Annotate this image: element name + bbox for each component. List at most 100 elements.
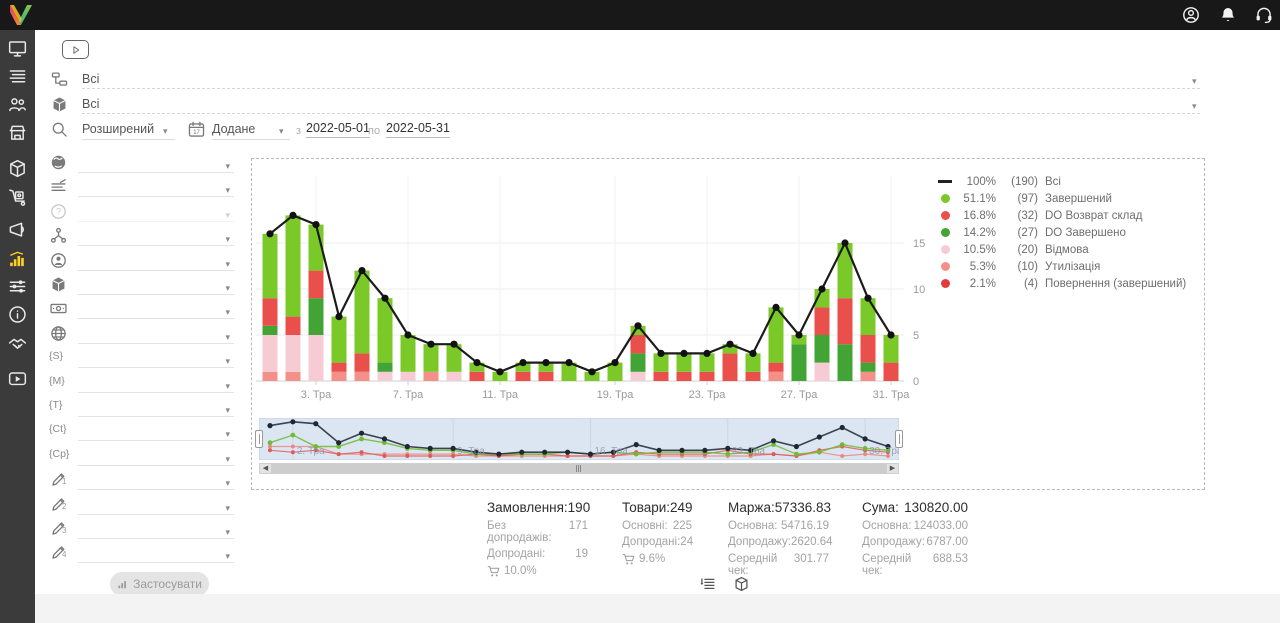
legend-swatch xyxy=(938,194,952,203)
pen-icon xyxy=(50,544,67,561)
sidebar-item-marketing[interactable] xyxy=(8,220,27,239)
filter-row-pen3[interactable]: 3 ▾ xyxy=(48,517,238,541)
bar-segment xyxy=(377,298,393,363)
bar-segment xyxy=(814,335,830,363)
app-logo[interactable] xyxy=(8,2,34,28)
filter-row-globe[interactable]: ▾ xyxy=(48,151,238,175)
bar-segment xyxy=(377,362,393,372)
sidebar-item-supply[interactable] xyxy=(8,188,27,207)
total-point xyxy=(864,294,872,302)
date-from-label: з xyxy=(296,125,302,137)
apply-button[interactable]: Застосувати xyxy=(110,572,209,596)
chevron-down-icon: ▾ xyxy=(225,307,230,318)
sidebar-item-analytics[interactable] xyxy=(8,250,27,269)
bar-segment xyxy=(814,362,830,381)
date-from-input[interactable]: 2022-05-01 xyxy=(306,121,370,138)
stat-row: Допродажу: 6787.00 xyxy=(862,536,968,548)
box-view-toggle[interactable] xyxy=(733,576,750,592)
bar-segment xyxy=(308,298,324,335)
scrollbar-thumb[interactable] xyxy=(271,464,887,473)
scroll-right-arrow[interactable]: ▶ xyxy=(889,465,896,472)
total-point xyxy=(519,359,527,367)
filter-row-tag-Cp[interactable]: {Cp} ▾ xyxy=(48,444,238,468)
filter-row-tag-M[interactable]: {M} ▾ xyxy=(48,371,238,395)
scroll-left-arrow[interactable]: ◀ xyxy=(262,465,269,472)
bar-segment xyxy=(584,371,600,381)
minimap-right-handle[interactable] xyxy=(895,430,903,448)
filter-row-pen1[interactable]: 1 ▾ xyxy=(48,468,238,492)
sidebar-item-orders[interactable] xyxy=(8,67,27,86)
filter-row-person-circle[interactable]: ▾ xyxy=(48,249,238,273)
video-help-tab[interactable] xyxy=(62,40,89,59)
cart-icon xyxy=(487,565,500,578)
list-view-toggle[interactable] xyxy=(699,576,716,592)
chevron-down-icon: ▾ xyxy=(225,209,230,220)
tag-M-icon: {M} xyxy=(49,374,65,387)
filter-row-pen4[interactable]: 4 ▾ xyxy=(48,541,238,565)
bar-segment xyxy=(515,371,531,381)
bar-segment xyxy=(745,353,761,372)
stat-row: Допродажу: 2620.64 xyxy=(728,536,833,548)
svg-text:10: 10 xyxy=(913,284,925,296)
stat-row: Без допродажів: 171 xyxy=(487,519,588,544)
mini-chart-icon xyxy=(117,579,128,590)
filter-row-lines-pen[interactable]: ▾ xyxy=(48,175,238,199)
filter-row-tag-S[interactable]: {S} ▾ xyxy=(48,346,238,370)
bottom-strip xyxy=(35,594,1280,623)
chevron-down-icon: ▾ xyxy=(279,126,284,136)
filter-row-hierarchy[interactable]: ▾ xyxy=(48,224,238,248)
notifications-icon[interactable] xyxy=(1219,6,1237,24)
lines-pen-icon xyxy=(50,178,67,195)
stat-upsell-rate: 9.6% xyxy=(622,553,692,566)
bar-segment xyxy=(423,371,439,381)
chevron-down-icon: ▾ xyxy=(225,453,230,464)
web-icon xyxy=(50,325,67,342)
filter-row-tag-T[interactable]: {T} ▾ xyxy=(48,395,238,419)
sidebar-item-products[interactable] xyxy=(8,159,27,178)
bar-segment xyxy=(308,270,324,299)
svg-text:31. Тра: 31. Тра xyxy=(873,389,911,401)
legend-item-0[interactable]: 100% (190) Всі xyxy=(938,173,1186,190)
filter-row-web[interactable]: ▾ xyxy=(48,322,238,346)
filter-row-pen2[interactable]: 2 ▾ xyxy=(48,493,238,517)
bar-segment xyxy=(354,353,370,372)
legend-item-1[interactable]: 51.1% (97) Завершений xyxy=(938,190,1186,207)
orders-chart[interactable]: 0 5 10 15 3. Тра 7. Тра 11. Тра 19. Тра 23. Тра 2… xyxy=(256,166,936,411)
svg-text:3. Тра: 3. Тра xyxy=(301,389,332,401)
total-point xyxy=(795,331,803,339)
group-tree-icon xyxy=(51,71,68,88)
stat-title: Замовлення: 190 xyxy=(487,500,591,515)
legend-swatch xyxy=(938,245,952,254)
legend-item-6[interactable]: 2.1% (4) Повернення (завершений) xyxy=(938,275,1186,292)
chart-minimap[interactable]: 2. Тра 9. Тра 16. Тра 23. Тра 30. Тра xyxy=(255,417,903,461)
date-to-input[interactable]: 2022-05-31 xyxy=(386,121,450,138)
filter-row-question[interactable]: ? ▾ xyxy=(48,200,238,224)
legend-item-5[interactable]: 5.3% (10) Утилізація xyxy=(938,258,1186,275)
sidebar-item-settings[interactable] xyxy=(8,277,27,296)
sidebar-item-monitor[interactable] xyxy=(8,39,27,58)
sidebar-item-partners[interactable] xyxy=(8,333,27,352)
cube-filled-icon xyxy=(50,276,67,293)
minimap-left-handle[interactable] xyxy=(255,430,263,448)
svg-text:15: 15 xyxy=(913,238,925,250)
filter-row-tag-Ct[interactable]: {Ct} ▾ xyxy=(48,419,238,443)
legend-item-2[interactable]: 16.8% (32) DO Возврат склад xyxy=(938,207,1186,224)
filter-row-banknote[interactable]: ▾ xyxy=(48,297,238,321)
bar-segment xyxy=(331,316,347,363)
legend-item-3[interactable]: 14.2% (27) DO Завершено xyxy=(938,224,1186,241)
sidebar-item-customers[interactable] xyxy=(8,95,27,114)
account-icon[interactable] xyxy=(1182,6,1200,24)
stat-row: Основна: 54716.19 xyxy=(728,519,829,532)
sidebar-item-video[interactable] xyxy=(8,369,27,388)
bar-segment xyxy=(676,353,692,372)
legend-item-4[interactable]: 10.5% (20) Відмова xyxy=(938,241,1186,258)
sidebar-item-info[interactable] xyxy=(8,305,27,324)
chart-scrollbar[interactable]: ◀ ▶ xyxy=(259,463,899,474)
support-icon[interactable] xyxy=(1255,6,1273,24)
bar-segment xyxy=(768,362,784,372)
svg-text:27. Тра: 27. Тра xyxy=(781,389,819,401)
total-point xyxy=(841,239,849,247)
total-point xyxy=(473,359,481,367)
filter-row-cube-filled[interactable]: ▾ xyxy=(48,273,238,297)
sidebar-item-store[interactable] xyxy=(8,123,27,142)
